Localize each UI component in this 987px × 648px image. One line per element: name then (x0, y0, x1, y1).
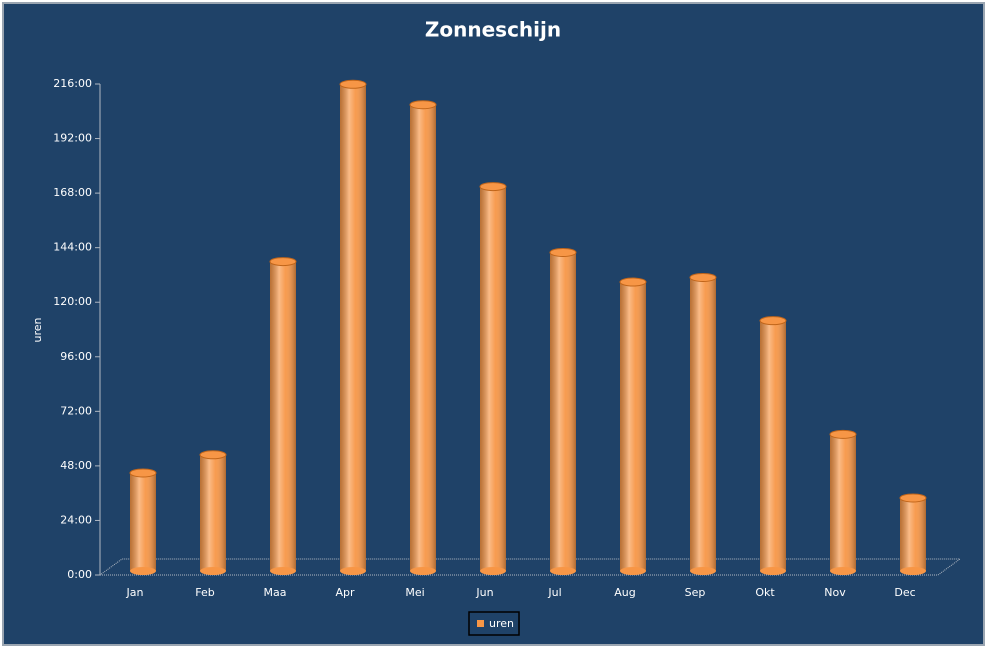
y-tick-label: 144:00 (53, 241, 92, 254)
y-tick-label: 24:00 (60, 513, 92, 526)
bar-bottom (130, 567, 156, 575)
legend-swatch (477, 620, 484, 627)
x-tick-label: Apr (335, 586, 355, 599)
bar-shine (830, 434, 856, 571)
bar (479, 182, 507, 575)
bar-shine (410, 104, 436, 572)
legend-label: uren (489, 617, 514, 630)
legend-box (468, 611, 520, 636)
bar-shine (620, 282, 646, 571)
bar-bottom (900, 567, 926, 575)
x-tick-label: Nov (824, 586, 846, 599)
y-tick-label: 120:00 (53, 295, 92, 308)
bar-top (199, 450, 227, 460)
bar-bottom (410, 567, 436, 575)
bar-shine (200, 454, 226, 571)
x-tick-label: Aug (614, 586, 635, 599)
bar-top (899, 493, 927, 503)
x-tick-label: Okt (755, 586, 775, 599)
bar-shine (690, 277, 716, 571)
bar (619, 277, 647, 575)
y-tick-label: 96:00 (60, 350, 92, 363)
y-tick-label: 168:00 (53, 186, 92, 199)
x-tick-label: Maa (264, 586, 287, 599)
bar (899, 493, 927, 575)
bar-bottom (480, 567, 506, 575)
bar (409, 100, 437, 575)
bar-shine (130, 472, 156, 571)
bar-top (339, 79, 367, 89)
bar-shine (270, 261, 296, 571)
bar-shine (550, 252, 576, 571)
bar-shine (760, 320, 786, 571)
bar-bottom (690, 567, 716, 575)
x-tick-label: Jan (126, 586, 144, 599)
bar-shine (480, 186, 506, 571)
y-tick-label: 0:00 (67, 568, 92, 581)
bar-top (549, 247, 577, 257)
bar-top (689, 272, 717, 282)
bar-top (409, 100, 437, 110)
bar-bottom (620, 567, 646, 575)
bar (199, 450, 227, 575)
bar-top (829, 429, 857, 439)
bar-bottom (340, 567, 366, 575)
x-tick-label: Jul (547, 586, 561, 599)
bar (339, 79, 367, 575)
bar-top (129, 468, 157, 478)
bar-shine (900, 497, 926, 571)
bar (269, 257, 297, 575)
bar-top (479, 182, 507, 192)
bar-shine (340, 84, 366, 572)
bar-top (269, 257, 297, 267)
x-tick-label: Sep (685, 586, 706, 599)
x-tick-label: Feb (195, 586, 214, 599)
bar-top (619, 277, 647, 287)
y-tick-label: 216:00 (53, 77, 92, 90)
bar-bottom (830, 567, 856, 575)
bar-bottom (550, 567, 576, 575)
x-tick-label: Mei (405, 586, 424, 599)
y-tick-label: 192:00 (53, 132, 92, 145)
x-tick-label: Jun (475, 586, 493, 599)
bar-bottom (760, 567, 786, 575)
bar-bottom (270, 567, 296, 575)
bar-top (759, 316, 787, 326)
floor (98, 558, 962, 576)
bar (129, 468, 157, 575)
bar (829, 429, 857, 575)
bar (549, 247, 577, 575)
y-tick-label: 72:00 (60, 404, 92, 417)
chart-title: Zonneschijn (425, 18, 561, 42)
bar (759, 316, 787, 575)
y-axis-label: uren (31, 317, 44, 342)
bar-bottom (200, 567, 226, 575)
bar (689, 272, 717, 575)
x-tick-label: Dec (894, 586, 915, 599)
y-tick-label: 48:00 (60, 459, 92, 472)
